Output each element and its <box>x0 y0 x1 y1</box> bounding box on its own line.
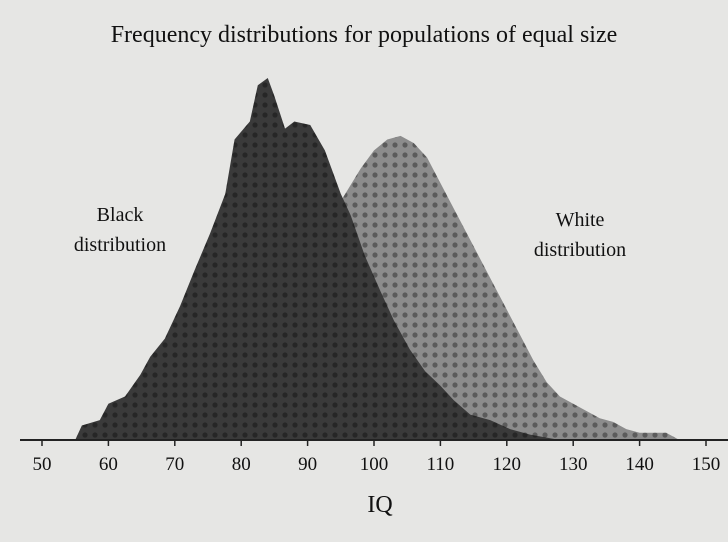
x-tick-label: 70 <box>165 454 184 475</box>
x-tick-label: 110 <box>427 454 455 475</box>
x-tick-label: 50 <box>33 454 52 475</box>
x-tick-label: 90 <box>298 454 317 475</box>
x-tick-label: 150 <box>692 454 721 475</box>
x-tick-label: 120 <box>493 454 522 475</box>
series-label: White distribution <box>533 209 627 261</box>
x-axis-label: IQ <box>367 492 393 518</box>
series-label: Black distribution <box>73 204 167 256</box>
x-tick-label: 80 <box>232 454 251 475</box>
x-tick-label: 130 <box>559 454 588 475</box>
area-texture <box>75 78 560 440</box>
x-tick-label: 100 <box>360 454 389 475</box>
x-tick-label: 60 <box>99 454 118 475</box>
chart-title: Frequency distributions for populations … <box>110 22 618 48</box>
x-tick-label: 140 <box>625 454 654 475</box>
